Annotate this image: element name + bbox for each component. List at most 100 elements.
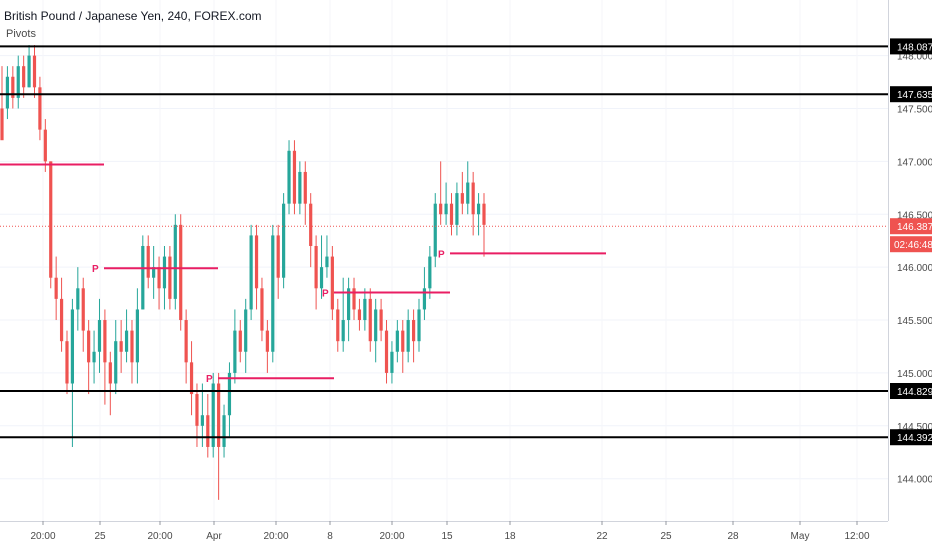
level-price-tag xyxy=(890,38,932,55)
candle-body xyxy=(200,415,204,426)
time-tick-label: May xyxy=(791,531,810,542)
candle-body xyxy=(173,224,177,299)
candle-body xyxy=(22,66,26,88)
time-tick-label: 20:00 xyxy=(263,531,288,542)
pivot-label: P xyxy=(322,289,329,300)
candle-body xyxy=(347,288,351,321)
price-tick-label: 146.500 xyxy=(897,210,932,221)
level-price-text: 147.635 xyxy=(897,90,932,101)
candle-body xyxy=(309,203,313,246)
candle-body xyxy=(395,330,399,352)
candle-body xyxy=(184,320,188,363)
level-price-tag xyxy=(890,429,932,446)
candle-body xyxy=(417,309,421,342)
candle-body xyxy=(439,203,443,215)
candle-body xyxy=(135,309,139,363)
pivot-label: P xyxy=(438,249,445,260)
price-tick-label: 147.000 xyxy=(897,157,932,168)
price-tick-label: 145.000 xyxy=(897,369,932,380)
time-tick-label: 20:00 xyxy=(30,531,55,542)
pivot-lines: P P P P xyxy=(0,163,606,385)
candle-body xyxy=(466,182,470,204)
candle-body xyxy=(249,235,253,310)
candle-body xyxy=(325,256,329,268)
pivot-label: P xyxy=(92,264,99,275)
countdown-text: 02:46:48 xyxy=(894,240,932,251)
time-tick-label: 28 xyxy=(727,531,739,542)
candle-body xyxy=(59,298,64,342)
candle-body xyxy=(211,383,215,447)
candle-body xyxy=(38,87,42,130)
countdown-tag xyxy=(890,236,932,253)
candle-body xyxy=(146,245,150,278)
candle-body xyxy=(179,224,183,321)
candle-body xyxy=(114,341,118,384)
candle-body xyxy=(233,330,237,373)
price-axis[interactable]: 144.000 144.500 145.000 145.500 146.000 146.5… xyxy=(897,52,932,486)
price-tick-label: 145.500 xyxy=(897,316,932,327)
time-tick-label: 25 xyxy=(660,531,672,542)
candle-body xyxy=(103,320,107,363)
candle-body xyxy=(244,309,248,352)
candle-body xyxy=(0,108,4,141)
candle-body xyxy=(428,256,432,289)
time-tick-label: 20:00 xyxy=(147,531,172,542)
pivots-indicator-label[interactable]: Pivots xyxy=(6,28,36,40)
level-price-tag xyxy=(890,86,932,103)
level-price-text: 144.392 xyxy=(897,433,932,444)
time-tick-label: 12:00 xyxy=(844,531,869,542)
candle-series xyxy=(0,45,486,500)
candle-body xyxy=(222,415,226,447)
candle-body xyxy=(152,267,156,278)
time-axis[interactable]: 20:00 25 20:00 Apr 20:00 8 20:00 15 18 22 25 28 May 1… xyxy=(30,521,870,542)
candle-body xyxy=(368,298,372,342)
candle-body xyxy=(189,362,194,395)
time-tick-label: 8 xyxy=(327,531,333,542)
candle-body xyxy=(5,76,10,109)
candle-body xyxy=(314,245,318,289)
level-price-tag xyxy=(890,383,932,400)
candle-body xyxy=(157,267,161,289)
candle-body xyxy=(401,330,405,352)
candle-body xyxy=(330,256,334,310)
price-tick-label: 147.500 xyxy=(897,104,932,115)
candle-body xyxy=(482,203,486,225)
candle-body xyxy=(374,309,378,342)
plot-background xyxy=(0,0,888,521)
grid-lines xyxy=(0,55,888,480)
candle-body xyxy=(92,351,96,363)
level-price-text: 144.829 xyxy=(897,387,932,398)
candle-body xyxy=(390,351,394,373)
candle-body xyxy=(292,150,297,204)
candle-body xyxy=(406,320,410,352)
candle-body xyxy=(298,171,302,204)
candle-body xyxy=(195,394,199,426)
candle-body xyxy=(433,203,437,257)
candle-body xyxy=(119,341,123,352)
candle-body xyxy=(49,161,53,278)
candle-body xyxy=(379,309,383,331)
candle-body xyxy=(271,235,275,352)
candle-body xyxy=(76,288,80,310)
time-tick-label: 20:00 xyxy=(379,531,404,542)
candle-body xyxy=(476,203,481,215)
candle-body xyxy=(54,277,58,299)
time-tick-label: 18 xyxy=(504,531,516,542)
candle-body xyxy=(336,309,340,342)
horizontal-levels[interactable] xyxy=(0,45,888,439)
candle-body xyxy=(276,235,280,278)
candle-body xyxy=(124,330,129,352)
candle-body xyxy=(162,256,167,289)
candle-body xyxy=(384,330,389,373)
price-tick-label: 144.500 xyxy=(897,422,932,433)
time-tick-label: 15 xyxy=(441,531,453,542)
candle-body xyxy=(70,309,75,384)
candle-body xyxy=(411,320,416,342)
candle-body xyxy=(81,288,85,331)
candle-body xyxy=(87,330,91,363)
candle-body xyxy=(444,203,448,215)
price-tick-label: 144.000 xyxy=(897,475,932,486)
candle-body xyxy=(460,193,464,204)
candle-body xyxy=(282,203,286,278)
